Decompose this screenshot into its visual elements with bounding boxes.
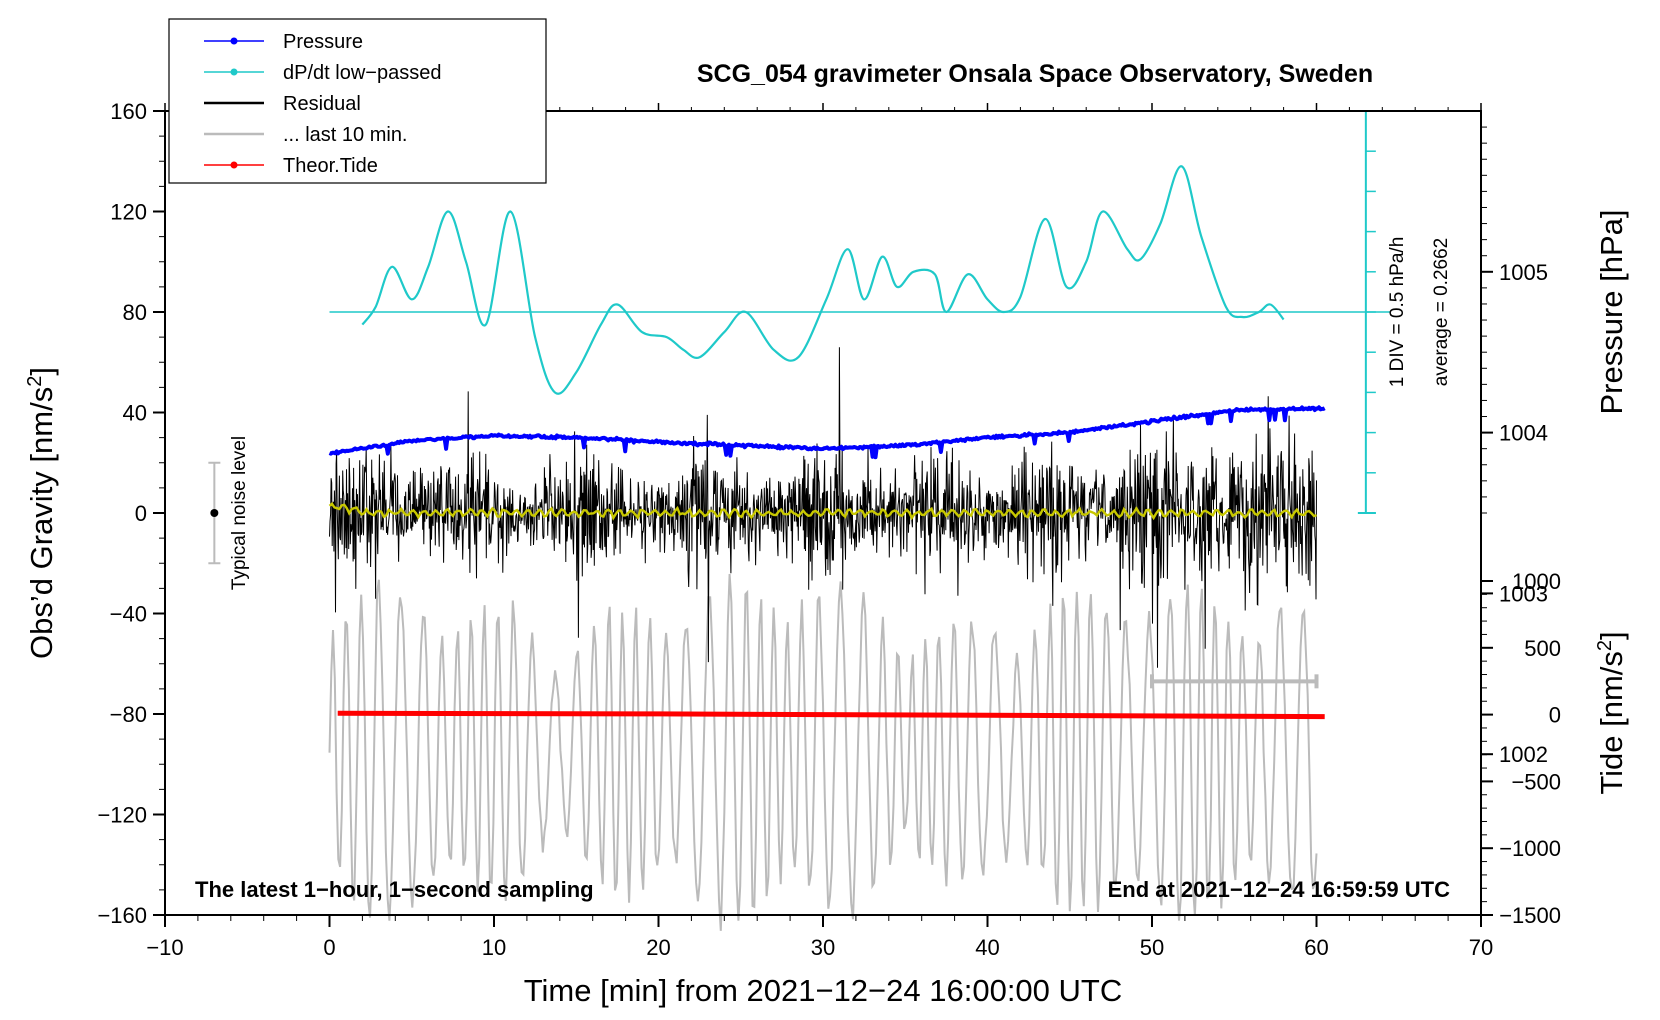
y-tick-label: −80 — [110, 702, 147, 727]
x-tick-label: 40 — [975, 935, 999, 960]
tide-axis-title-main: Tide [nm/s — [1594, 651, 1629, 795]
x-tick-label: 20 — [646, 935, 670, 960]
y-tick-label: −160 — [97, 903, 147, 928]
legend: Pressure dP/dt low−passed Residual ... last… — [168, 18, 547, 184]
pressure-tick-label: 1002 — [1499, 742, 1548, 767]
y-axis-title-tail: ] — [24, 367, 59, 376]
series-last-10-min-line — [328, 573, 1318, 931]
bottom-right-note: End at 2021−12−24 16:59:59 UTC — [1108, 877, 1451, 902]
y-axis-title-main: Obs’d Gravity [nm/s — [24, 387, 59, 659]
tide-axis-title-tail: ] — [1594, 631, 1629, 640]
legend-label-0: Pressure — [283, 31, 363, 53]
y-tick-label: 160 — [110, 99, 147, 124]
legend-box — [168, 18, 547, 184]
tide-tick-label: −1500 — [1499, 903, 1561, 928]
y-tick-label: 80 — [123, 300, 147, 325]
pressure-tick-label: 1005 — [1499, 260, 1548, 285]
y-axis-title: Obs’d Gravity [nm/s2] — [24, 367, 59, 659]
x-axis-title: Time [min] from 2021−12−24 16:00:00 UTC — [524, 973, 1123, 1008]
x-tick-label: 70 — [1469, 935, 1493, 960]
x-tick-label: −10 — [146, 935, 183, 960]
x-tick-label: 50 — [1140, 935, 1164, 960]
legend-label-3: ... last 10 min. — [283, 124, 408, 146]
tide-tick-label: 0 — [1549, 703, 1561, 728]
tide-tick-label: 500 — [1524, 636, 1561, 661]
x-tick-label: 30 — [811, 935, 835, 960]
series-pressure-line — [328, 405, 1326, 460]
dpdt-average-label: average = 0.2662 — [1431, 238, 1452, 386]
y-tick-label: 40 — [123, 401, 147, 426]
legend-label-1: dP/dt low−passed — [283, 62, 441, 84]
pressure-axis-title: Pressure [hPa] — [1594, 209, 1629, 414]
y-tick-label: −120 — [97, 803, 147, 828]
dpdt-div-label: 1 DIV = 0.5 hPa/h — [1387, 237, 1408, 388]
y-tick-label: −40 — [110, 602, 147, 627]
data-layer — [208, 110, 1391, 931]
y-tick-label: 0 — [135, 501, 147, 526]
tide-tick-label: −1000 — [1499, 836, 1561, 861]
tide-tick-label: 1000 — [1512, 569, 1561, 594]
series-theor-tide-line — [337, 710, 1325, 720]
tide-tick-label: −500 — [1511, 769, 1561, 794]
y-tick-label: 120 — [110, 200, 147, 225]
x-tick-label: 0 — [323, 935, 335, 960]
legend-marker-4 — [230, 161, 238, 169]
pressure-tick-label: 1004 — [1499, 421, 1548, 446]
x-tick-label: 60 — [1304, 935, 1328, 960]
legend-label-4: Theor.Tide — [283, 155, 378, 177]
legend-label-2: Residual — [283, 93, 361, 115]
tide-axis-title: Tide [nm/s2] — [1594, 631, 1629, 794]
chart-title: SCG_054 gravimeter Onsala Space Observat… — [697, 60, 1373, 88]
pressure-tick-label: 1003 — [1499, 581, 1548, 606]
series-dpdt-line — [361, 165, 1285, 395]
noise-level-label: Typical noise level — [229, 436, 250, 590]
legend-marker-0 — [230, 37, 238, 45]
tide-axis-title-sup: 2 — [1594, 640, 1616, 651]
y-axis-title-sup: 2 — [24, 376, 46, 387]
bottom-left-note: The latest 1−hour, 1−second sampling — [195, 877, 594, 902]
x-tick-label: 10 — [482, 935, 506, 960]
legend-marker-1 — [230, 68, 238, 76]
series-smoothed-residual-line — [328, 502, 1317, 521]
noise-level-dot — [210, 509, 219, 517]
axis-layer: −10 0 10 20 30 40 50 60 70 −160 −120 −80 −40 0 40 80 120… — [97, 99, 1561, 960]
